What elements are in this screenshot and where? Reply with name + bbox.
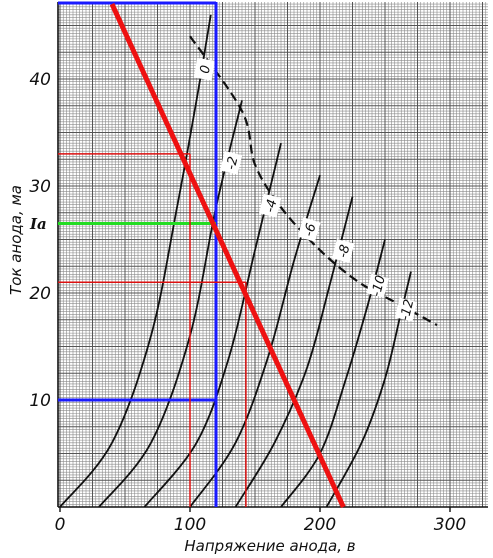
curve-label-bg (366, 273, 389, 298)
y-tick-label-2: 30 (29, 177, 51, 197)
curve-label-bg (220, 150, 243, 175)
curve-0 (59, 14, 212, 508)
ia-label: Ia (29, 215, 47, 233)
curve-label-bg (259, 193, 282, 218)
x-tick-label-1: 100 (174, 515, 206, 535)
curve-label-4: -8 (336, 243, 354, 259)
curve-label-bg (193, 57, 215, 81)
curve-label-2: -4 (263, 198, 281, 214)
curve-label-6: -12 (398, 298, 418, 322)
curve-label-0: 0 (198, 64, 214, 75)
axis-ticks: 0 100 200 300 10 20 30 40 (29, 70, 466, 535)
axes (57, 2, 488, 508)
y-tick-label-1: 20 (29, 284, 51, 304)
curve-label-bg (394, 297, 418, 322)
x-tick-label-2: 200 (304, 515, 336, 535)
max-dissipation-path (189, 35, 438, 327)
curve-label-5: -10 (369, 274, 389, 298)
x-tick-label-3: 300 (434, 515, 466, 535)
x-axis-title: Напряжение анода, в (184, 537, 355, 555)
load-line-path (109, 3, 346, 509)
grid-minor (58, 2, 488, 507)
curve-label-3: -6 (302, 222, 320, 239)
curve-label-1: -2 (224, 155, 242, 171)
grid-major (58, 2, 488, 508)
y-tick-label-0: 10 (29, 391, 51, 411)
y-tick-label-3: 40 (29, 70, 51, 90)
curve-label-bg (331, 239, 355, 263)
operating-markers (58, 1, 247, 507)
y-axis-title: Ток анода, ма (7, 185, 25, 295)
load-line (109, 3, 346, 509)
max-dissipation-curve (189, 35, 438, 327)
x-tick-label-0: 0 (55, 515, 66, 535)
curve-label-bg (297, 217, 321, 242)
